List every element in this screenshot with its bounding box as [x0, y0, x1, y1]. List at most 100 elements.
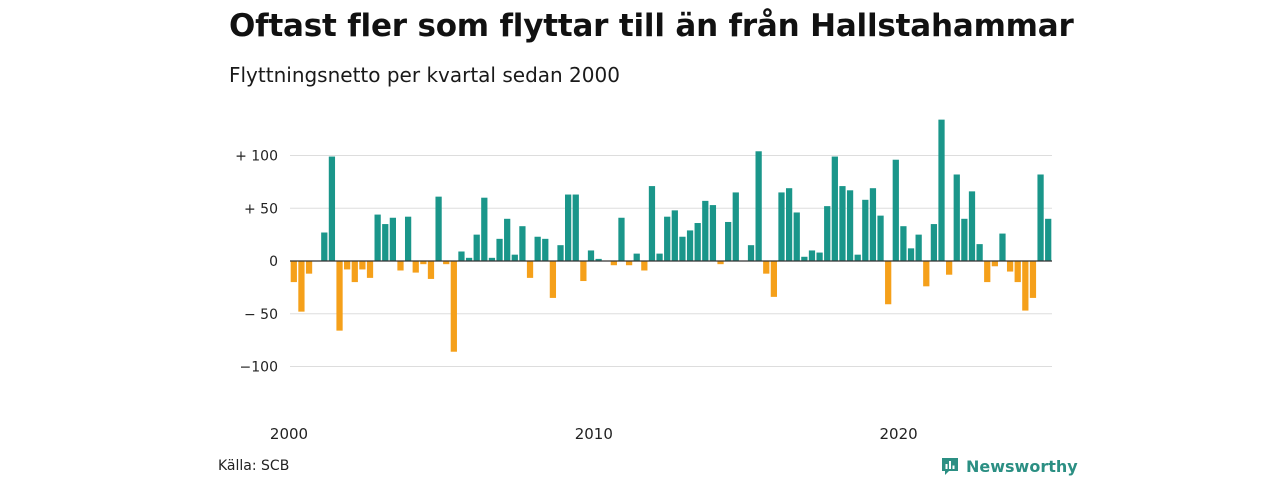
bar	[1029, 261, 1037, 298]
newsworthy-icon	[942, 458, 958, 475]
bar	[519, 226, 526, 261]
x-axis-labels: 2000 2010 2020	[270, 425, 918, 443]
newsworthy-logo: Newsworthy	[940, 456, 1078, 476]
bar	[778, 192, 785, 262]
bar	[923, 261, 930, 287]
bar	[793, 212, 800, 261]
bar	[549, 261, 557, 298]
bar	[450, 261, 457, 352]
bar	[366, 261, 374, 278]
bar	[511, 254, 518, 261]
bar	[732, 192, 739, 262]
bar	[587, 250, 595, 261]
bar	[458, 251, 465, 261]
bar	[328, 156, 336, 261]
bar	[397, 261, 404, 271]
bar	[504, 218, 511, 261]
bar	[351, 261, 358, 283]
bar	[427, 261, 435, 279]
bar	[542, 238, 549, 261]
bar	[961, 218, 968, 261]
chart-subtitle: Flyttningsnetto per kvartal sedan 2000	[229, 63, 620, 87]
bar	[846, 190, 854, 261]
bar	[892, 159, 899, 261]
bar	[717, 261, 724, 265]
bar	[625, 261, 633, 266]
bar	[610, 261, 617, 266]
bar	[496, 238, 503, 261]
y-tick-label: + 50	[244, 201, 278, 217]
bar	[465, 257, 473, 261]
bar	[382, 224, 389, 261]
bar	[885, 261, 892, 305]
y-tick-label: −100	[240, 360, 278, 376]
bar	[565, 194, 572, 261]
bar	[290, 261, 297, 283]
bar	[298, 261, 305, 312]
bar	[481, 197, 488, 261]
y-tick-label: − 50	[244, 307, 278, 323]
y-tick-label: + 100	[235, 149, 278, 165]
bar	[557, 245, 564, 261]
bar	[915, 234, 922, 262]
bar	[412, 261, 419, 273]
x-tick-label: 2010	[575, 425, 613, 443]
grid-lines	[290, 155, 1052, 367]
bar	[534, 236, 541, 261]
bar	[473, 234, 480, 262]
bar	[618, 217, 625, 261]
bar	[968, 191, 976, 261]
bar	[991, 261, 998, 267]
bar	[755, 151, 762, 261]
y-tick-label: 0	[269, 254, 278, 270]
bar	[976, 244, 983, 261]
bar	[435, 196, 442, 261]
bar	[801, 256, 808, 261]
bar	[785, 188, 793, 261]
bar	[900, 226, 907, 261]
bar	[1045, 218, 1052, 261]
bar	[877, 215, 884, 261]
bar	[389, 217, 396, 261]
bar	[725, 221, 732, 261]
chart-title: Oftast fler som flyttar till än från Hal…	[229, 8, 1074, 44]
bar	[839, 186, 846, 261]
bar	[595, 258, 602, 261]
bar	[763, 261, 770, 274]
bar	[1037, 174, 1044, 261]
bar	[946, 261, 953, 275]
bar	[321, 232, 328, 261]
bar	[344, 261, 351, 270]
bar	[336, 261, 343, 331]
bar	[999, 233, 1006, 261]
bar	[862, 199, 869, 261]
bar	[1022, 261, 1029, 311]
x-tick-label: 2000	[270, 425, 308, 443]
bars	[290, 119, 1052, 352]
bar	[420, 261, 427, 265]
bar	[907, 248, 915, 261]
bar	[572, 194, 579, 261]
bar	[709, 205, 717, 261]
bar	[930, 224, 938, 261]
bar	[869, 188, 877, 261]
y-axis-labels: + 100 + 50 0 − 50 −100	[235, 149, 278, 376]
bar	[656, 253, 663, 261]
bar	[526, 261, 534, 278]
bar	[443, 261, 450, 265]
bar	[824, 206, 831, 261]
bar	[686, 230, 694, 261]
bar	[747, 245, 755, 261]
bar	[953, 174, 960, 261]
bar	[808, 250, 816, 261]
bar	[938, 119, 945, 261]
bar	[694, 223, 701, 261]
bar	[702, 200, 709, 261]
bar	[1014, 261, 1021, 283]
bar	[664, 216, 671, 261]
bar	[984, 261, 991, 283]
bar	[679, 236, 686, 261]
bar	[305, 261, 313, 274]
bar	[1006, 261, 1014, 272]
